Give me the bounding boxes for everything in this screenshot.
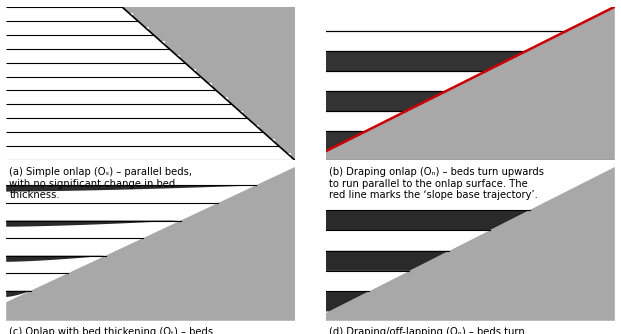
- Polygon shape: [6, 125, 259, 132]
- Polygon shape: [326, 250, 450, 271]
- Polygon shape: [122, 7, 295, 160]
- Polygon shape: [326, 210, 530, 230]
- Text: (b) Draping onlap (Oₙ) – beds turn upwards
to run parallel to the onlap surface.: (b) Draping onlap (Oₙ) – beds turn upwar…: [329, 167, 544, 200]
- Polygon shape: [6, 238, 143, 244]
- Polygon shape: [326, 7, 615, 160]
- Polygon shape: [6, 256, 106, 262]
- Polygon shape: [6, 273, 68, 279]
- Polygon shape: [6, 153, 291, 160]
- Polygon shape: [6, 69, 196, 76]
- Polygon shape: [6, 41, 165, 48]
- Polygon shape: [6, 185, 256, 192]
- Polygon shape: [6, 139, 275, 146]
- Polygon shape: [6, 111, 243, 119]
- Polygon shape: [6, 55, 180, 62]
- Polygon shape: [6, 97, 228, 105]
- Polygon shape: [326, 230, 489, 250]
- Polygon shape: [326, 31, 566, 51]
- Polygon shape: [326, 131, 366, 151]
- Polygon shape: [6, 13, 133, 21]
- Polygon shape: [326, 71, 486, 91]
- Text: (a) Simple onlap (Oₛ) – parallel beds,
with no significant change in bed
thickne: (a) Simple onlap (Oₛ) – parallel beds, w…: [9, 167, 193, 200]
- Polygon shape: [6, 220, 181, 227]
- Polygon shape: [6, 27, 149, 35]
- Polygon shape: [6, 203, 218, 209]
- Text: (d) Draping/off-lapping (Oₒ) – beds turn
to parallel the surface, and move
furth: (d) Draping/off-lapping (Oₒ) – beds turn…: [329, 327, 525, 334]
- Polygon shape: [6, 83, 212, 91]
- Polygon shape: [326, 167, 615, 321]
- Polygon shape: [326, 111, 406, 131]
- Polygon shape: [326, 51, 526, 71]
- Polygon shape: [6, 167, 295, 321]
- Polygon shape: [326, 291, 369, 311]
- Text: (c) Onlap with bed thickening (Oₜ) – beds
thicken as they approach the onlap. Th: (c) Onlap with bed thickening (Oₜ) – bed…: [9, 327, 214, 334]
- Polygon shape: [6, 291, 30, 297]
- Polygon shape: [326, 91, 446, 111]
- Polygon shape: [326, 271, 409, 291]
